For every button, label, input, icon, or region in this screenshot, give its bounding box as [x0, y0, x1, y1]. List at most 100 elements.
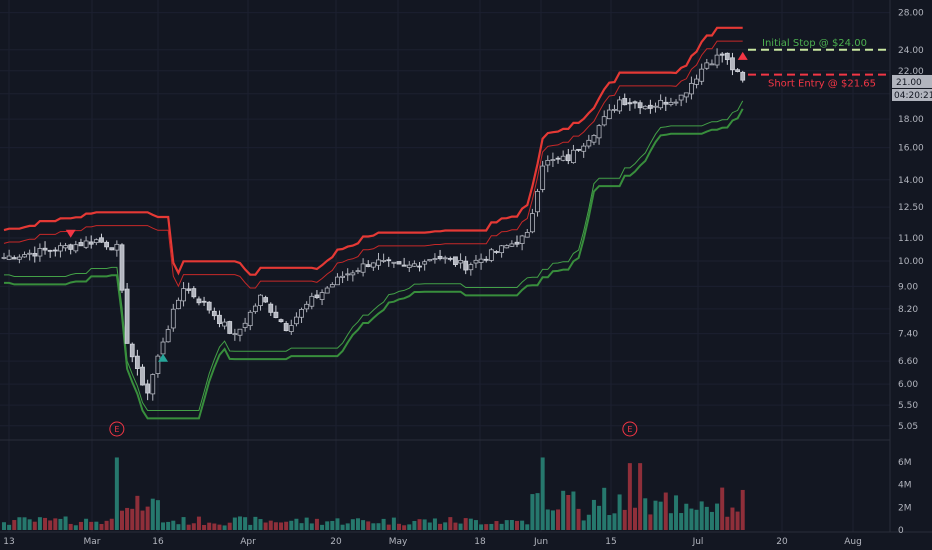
- overlays: Initial Stop @ $24.00 Short Entry @ $21.6…: [65, 38, 890, 437]
- candle-body: [463, 260, 469, 271]
- volume-bar: [463, 518, 468, 530]
- candle-body: [217, 314, 222, 325]
- volume-bar: [125, 507, 130, 530]
- candle-body: [160, 341, 166, 355]
- volume-bar: [273, 522, 278, 530]
- volume-bar: [7, 524, 12, 530]
- time-tick-label: 20: [330, 537, 342, 547]
- candle-body: [689, 82, 694, 95]
- volume-bar: [479, 524, 484, 530]
- candle-body: [6, 255, 12, 260]
- initial-stop-label: Initial Stop @ $24.00: [762, 38, 867, 49]
- volume-bar: [412, 520, 417, 530]
- time-tick-label: May: [389, 537, 408, 547]
- volume-bar: [617, 494, 622, 530]
- time-tick-label: Jul: [692, 537, 704, 547]
- candle-body: [68, 244, 74, 250]
- candle-body: [596, 125, 602, 139]
- volume-bar: [130, 508, 135, 530]
- volume-bar: [68, 523, 73, 530]
- volume-bar: [648, 514, 653, 530]
- volume-bar: [638, 463, 643, 530]
- volume-bar: [515, 520, 519, 530]
- candle-body: [114, 243, 120, 251]
- candle-body: [22, 254, 27, 258]
- volume-bar: [330, 520, 335, 530]
- volume-bar: [248, 524, 253, 530]
- price-tick-label: 11.00: [898, 234, 924, 244]
- candle-body: [155, 355, 161, 374]
- candle-body: [27, 252, 33, 255]
- candle-body: [632, 101, 638, 104]
- candle-body: [529, 213, 535, 233]
- candle-body: [453, 256, 458, 265]
- volume-bar: [294, 518, 299, 530]
- candle-body: [478, 258, 484, 263]
- time-tick-label: Aug: [844, 537, 862, 547]
- volume-bar: [320, 524, 325, 530]
- price-tick-label: 16.00: [898, 144, 924, 154]
- current-price-badge: [892, 74, 932, 88]
- volume-bar: [509, 519, 514, 530]
- volume-bar: [504, 520, 509, 530]
- candle-body: [504, 245, 510, 249]
- candle-body: [411, 263, 417, 267]
- lower-band-outer: [4, 108, 744, 420]
- candle-body: [673, 101, 679, 104]
- volume-bar: [473, 520, 478, 530]
- volume-bar: [227, 522, 232, 530]
- candle-body: [642, 105, 648, 110]
- volume-bar: [232, 517, 237, 530]
- volume-bar: [279, 522, 284, 530]
- volume-bar: [545, 509, 550, 530]
- volume-bar: [684, 503, 689, 530]
- volume-bar: [484, 524, 489, 530]
- volume-bar: [448, 517, 453, 530]
- price-tick-label: 24.00: [898, 46, 924, 56]
- candle-body: [73, 244, 79, 252]
- candle-body: [591, 135, 597, 143]
- volume-bar: [376, 523, 381, 530]
- volume-bar: [458, 523, 463, 530]
- candle-body: [140, 366, 145, 386]
- current-price-text: 21.00: [896, 78, 922, 88]
- volume-bar: [345, 523, 350, 530]
- candle-body: [37, 248, 43, 257]
- price-tick-label: 5.50: [898, 401, 918, 411]
- volume-bar: [37, 517, 42, 530]
- volume-tick-label: 0: [898, 526, 904, 536]
- candle-body: [283, 323, 289, 332]
- volume-bar: [176, 524, 181, 530]
- candle-body: [391, 261, 397, 264]
- candle-body: [11, 257, 17, 260]
- volume-bar: [489, 523, 494, 530]
- volume-bar: [361, 520, 366, 530]
- volume-bar: [422, 519, 427, 530]
- candle-body: [627, 102, 633, 105]
- volume-bar: [402, 525, 407, 530]
- candle-body: [242, 322, 248, 328]
- candle-body: [201, 300, 207, 303]
- volume-bars: [2, 457, 745, 530]
- candle-body: [545, 160, 551, 166]
- countdown-badge: [892, 88, 932, 101]
- candle-body: [237, 328, 243, 336]
- candle-body: [191, 288, 197, 298]
- volume-bar: [196, 516, 201, 530]
- candle-body: [52, 249, 58, 252]
- candle-body: [699, 68, 705, 82]
- volume-bar: [566, 494, 571, 530]
- candle-body: [124, 288, 130, 344]
- volume-bar: [597, 505, 602, 530]
- volume-bar: [32, 521, 37, 530]
- candle-body: [612, 108, 617, 111]
- volume-bar: [540, 457, 545, 530]
- candle-body: [99, 237, 104, 243]
- volume-bar: [432, 518, 437, 530]
- candle-body: [724, 52, 730, 61]
- volume-bar: [289, 520, 294, 530]
- volume-bar: [535, 493, 540, 530]
- volume-bar: [109, 518, 114, 530]
- volume-bar: [78, 521, 83, 530]
- candle-body: [268, 303, 274, 313]
